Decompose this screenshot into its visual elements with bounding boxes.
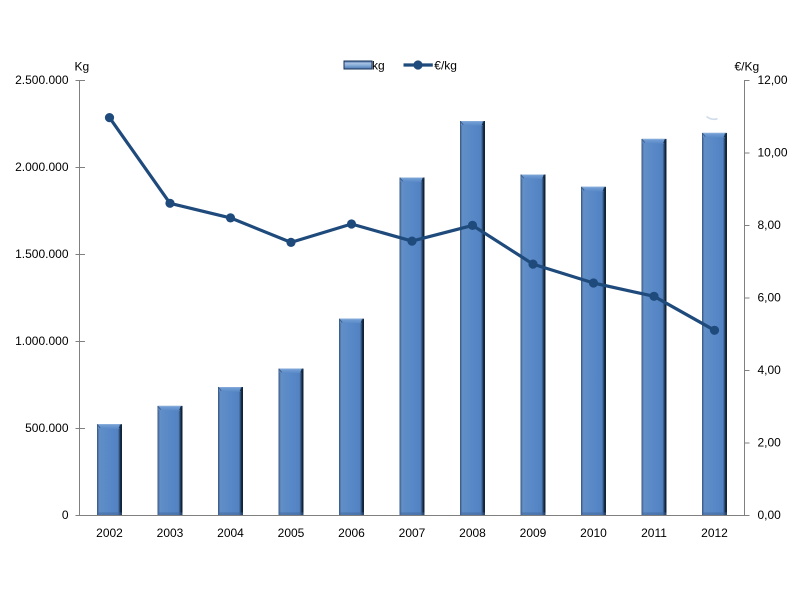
svg-text:2.500.000: 2.500.000 <box>15 73 69 87</box>
svg-text:2,00: 2,00 <box>758 436 782 450</box>
svg-text:6,00: 6,00 <box>758 291 782 305</box>
svg-text:500.000: 500.000 <box>25 421 69 435</box>
svg-text:2010: 2010 <box>580 526 607 540</box>
svg-text:2002: 2002 <box>96 526 123 540</box>
svg-text:2006: 2006 <box>338 526 365 540</box>
svg-text:2007: 2007 <box>399 526 426 540</box>
svg-text:12,00: 12,00 <box>758 73 788 87</box>
svg-text:4,00: 4,00 <box>758 363 782 377</box>
svg-text:0,00: 0,00 <box>758 508 782 522</box>
svg-text:0: 0 <box>62 508 69 522</box>
svg-text:2011: 2011 <box>641 526 667 540</box>
svg-text:€/kg: €/kg <box>434 59 457 73</box>
svg-text:10,00: 10,00 <box>758 146 788 160</box>
svg-text:1.500.000: 1.500.000 <box>15 247 69 261</box>
svg-text:2009: 2009 <box>520 526 547 540</box>
svg-text:2008: 2008 <box>459 526 486 540</box>
svg-text:8,00: 8,00 <box>758 218 782 232</box>
svg-text:2012: 2012 <box>701 526 728 540</box>
svg-text:€/Kg: €/Kg <box>735 60 760 74</box>
svg-text:Kg: Kg <box>75 60 90 74</box>
svg-text:kg: kg <box>372 59 385 73</box>
svg-text:2.000.000: 2.000.000 <box>15 160 69 174</box>
svg-text:2003: 2003 <box>157 526 184 540</box>
svg-text:2004: 2004 <box>217 526 244 540</box>
svg-text:1.000.000: 1.000.000 <box>15 334 69 348</box>
svg-text:2005: 2005 <box>278 526 305 540</box>
